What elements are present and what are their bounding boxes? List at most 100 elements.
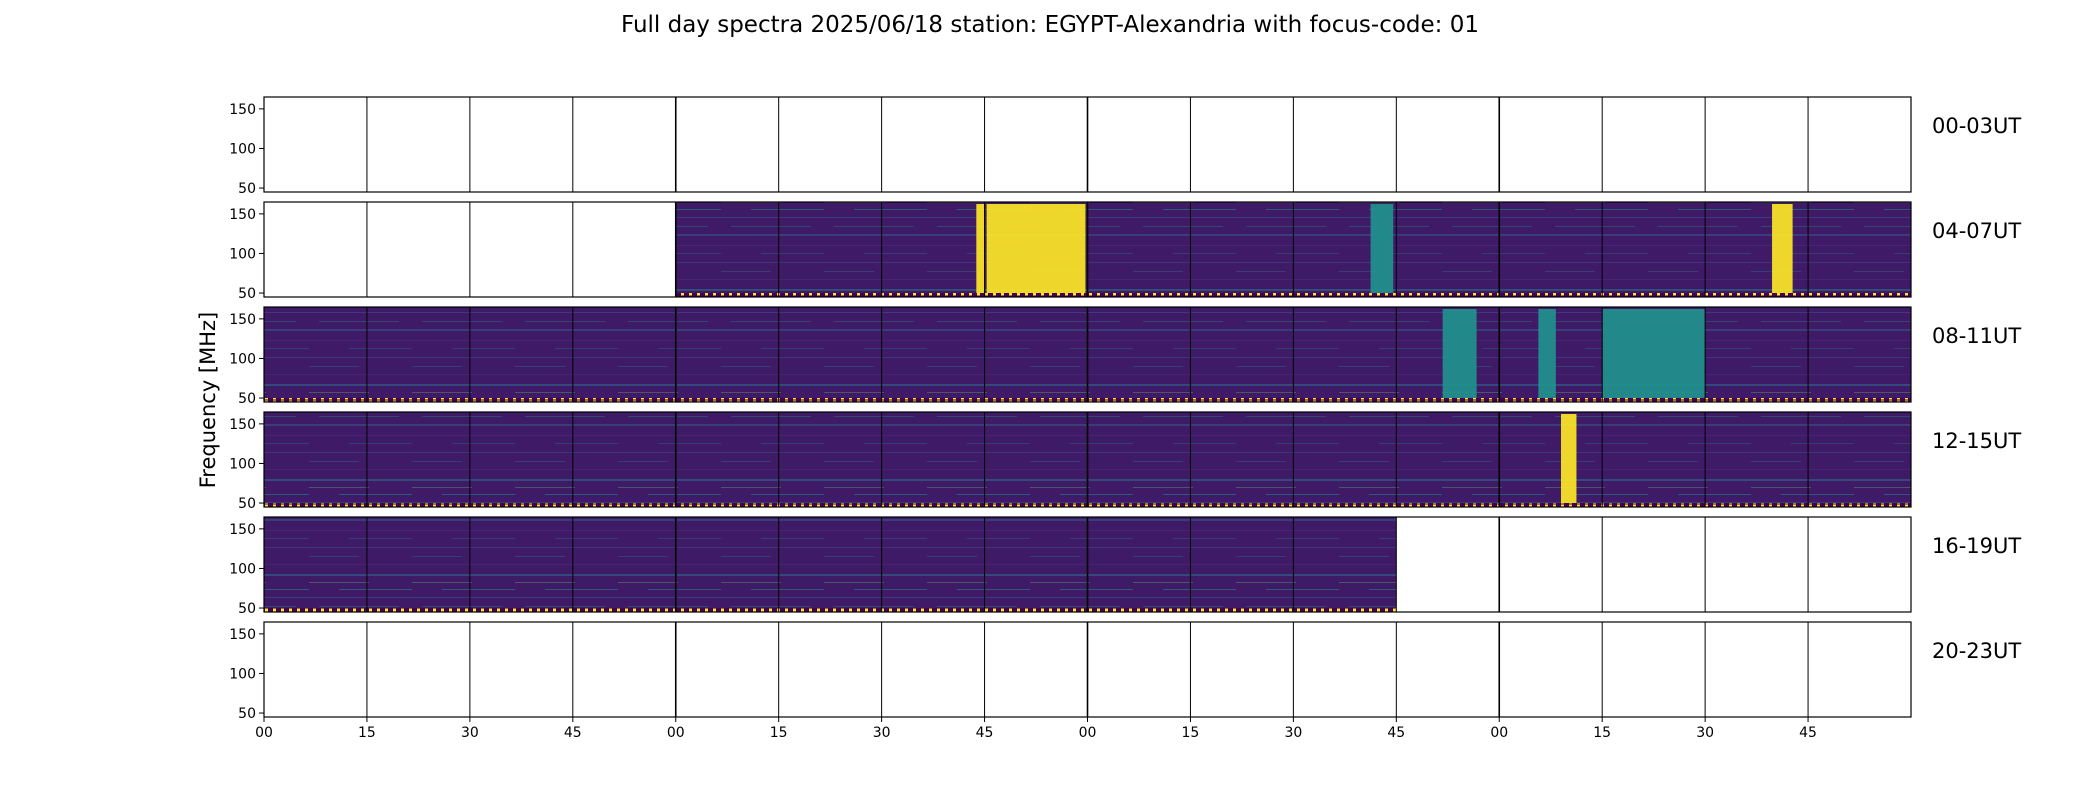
x-tick-label: 15 xyxy=(358,725,376,741)
burst xyxy=(1442,309,1477,398)
spectrum-baseline xyxy=(1087,608,1191,612)
burst xyxy=(1772,204,1793,293)
spectrum-baseline xyxy=(881,503,985,507)
spectrum-baseline xyxy=(366,503,470,507)
spectrum-baseline xyxy=(469,398,573,402)
spectrum-baseline xyxy=(1087,503,1191,507)
y-tick-label: 150 xyxy=(229,207,256,223)
y-tick-label: 150 xyxy=(229,627,256,643)
spectrum-baseline xyxy=(264,608,367,612)
spectrum-baseline xyxy=(881,398,985,402)
spectrum-baseline xyxy=(1190,608,1294,612)
spectrum-baseline xyxy=(1705,398,1809,402)
y-tick-label: 100 xyxy=(229,666,256,682)
burst xyxy=(986,204,1086,293)
spectrum-segment xyxy=(1396,202,1500,297)
spectrum-segment xyxy=(881,307,985,402)
spectrum-segment xyxy=(264,307,367,402)
band-label: 20-23UT xyxy=(1932,639,2022,663)
spectrum-baseline xyxy=(1293,398,1397,402)
spectrum-segment xyxy=(984,307,1088,402)
spectrum-baseline xyxy=(1293,608,1397,612)
spectrum-baseline xyxy=(778,503,882,507)
y-tick-label: 150 xyxy=(229,102,256,118)
spectrum-baseline xyxy=(1190,398,1294,402)
spectrum-baseline xyxy=(675,293,779,297)
spectrum-baseline xyxy=(1293,293,1397,297)
spectrum-baseline xyxy=(1602,398,1706,402)
x-tick-label: 45 xyxy=(1799,725,1817,741)
burst xyxy=(1370,204,1394,293)
spectrum-baseline xyxy=(1190,293,1294,297)
spectrum-baseline xyxy=(984,608,1088,612)
y-tick-label: 100 xyxy=(229,561,256,577)
spectrum-baseline xyxy=(675,503,779,507)
spectrum-baseline xyxy=(1808,398,1911,402)
band-label: 00-03UT xyxy=(1932,114,2022,138)
spectrum-segment xyxy=(366,412,470,507)
x-tick-label: 30 xyxy=(461,725,479,741)
y-tick-label: 150 xyxy=(229,312,256,328)
band-label: 16-19UT xyxy=(1932,534,2022,558)
spectrum-baseline xyxy=(1499,398,1603,402)
spectrum-baseline xyxy=(1499,293,1603,297)
spectrum-segment xyxy=(1705,412,1809,507)
spectrum-segment xyxy=(1293,412,1397,507)
spectrum-segment xyxy=(572,307,676,402)
spectrum-baseline xyxy=(1602,293,1706,297)
row-08-11UT: 50 100 150 xyxy=(229,306,1912,407)
burst xyxy=(1561,414,1577,503)
spectrum-baseline xyxy=(675,608,779,612)
spectrum-baseline xyxy=(778,608,882,612)
spectrum-baseline xyxy=(1293,503,1397,507)
spectrum-baseline xyxy=(469,608,573,612)
spectrum-baseline xyxy=(366,608,470,612)
spectrum-baseline xyxy=(1705,503,1809,507)
spectrum-segment xyxy=(366,517,470,612)
row-04-07UT: 50 100 150 xyxy=(229,201,1912,302)
y-tick-label: 100 xyxy=(229,141,256,157)
x-tick-label: 30 xyxy=(873,725,891,741)
burst xyxy=(976,204,985,293)
spectrum-segment xyxy=(1808,307,1911,402)
spectrum-baseline xyxy=(1087,293,1191,297)
row-00-03UT: 50 100 150 xyxy=(229,96,1912,197)
spectrum-segment xyxy=(1087,412,1191,507)
spectrum-baseline xyxy=(264,503,367,507)
y-tick-label: 150 xyxy=(229,417,256,433)
y-tick-label: 50 xyxy=(238,286,256,302)
y-tick-label: 150 xyxy=(229,522,256,538)
spectrum-baseline xyxy=(1396,398,1500,402)
spectrum-segment xyxy=(1602,202,1706,297)
x-tick-label: 15 xyxy=(1182,725,1200,741)
spectrum-segment xyxy=(572,517,676,612)
spectrum-baseline xyxy=(984,398,1088,402)
spectrum-segment xyxy=(1190,202,1294,297)
band-label: 04-07UT xyxy=(1932,219,2022,243)
x-tick-label: 30 xyxy=(1284,725,1302,741)
spectrum-segment xyxy=(1705,307,1809,402)
spectrum-baseline xyxy=(572,503,676,507)
spectrum-baseline xyxy=(572,398,676,402)
spectrum-segment xyxy=(675,412,779,507)
spectrum-segment xyxy=(264,412,367,507)
spectrum-segment xyxy=(1808,412,1911,507)
spectrum-baseline xyxy=(1396,503,1500,507)
spectrum-baseline xyxy=(1190,503,1294,507)
x-tick-label: 00 xyxy=(1490,725,1508,741)
band-label: 12-15UT xyxy=(1932,429,2022,453)
spectrum-segment xyxy=(1293,307,1397,402)
y-tick-label: 100 xyxy=(229,351,256,367)
x-tick-label: 00 xyxy=(1079,725,1097,741)
spectrum-segment xyxy=(1190,412,1294,507)
spectrum-segment xyxy=(1087,202,1191,297)
spectrum-segment xyxy=(1808,202,1911,297)
spectrum-segment xyxy=(469,412,573,507)
spectrum-segment xyxy=(1602,412,1706,507)
x-tick-label: 45 xyxy=(1387,725,1405,741)
spectrum-segment xyxy=(1087,307,1191,402)
spectrum-segment xyxy=(881,412,985,507)
spectrum-baseline xyxy=(1499,503,1603,507)
spectrum-baseline xyxy=(1705,293,1809,297)
